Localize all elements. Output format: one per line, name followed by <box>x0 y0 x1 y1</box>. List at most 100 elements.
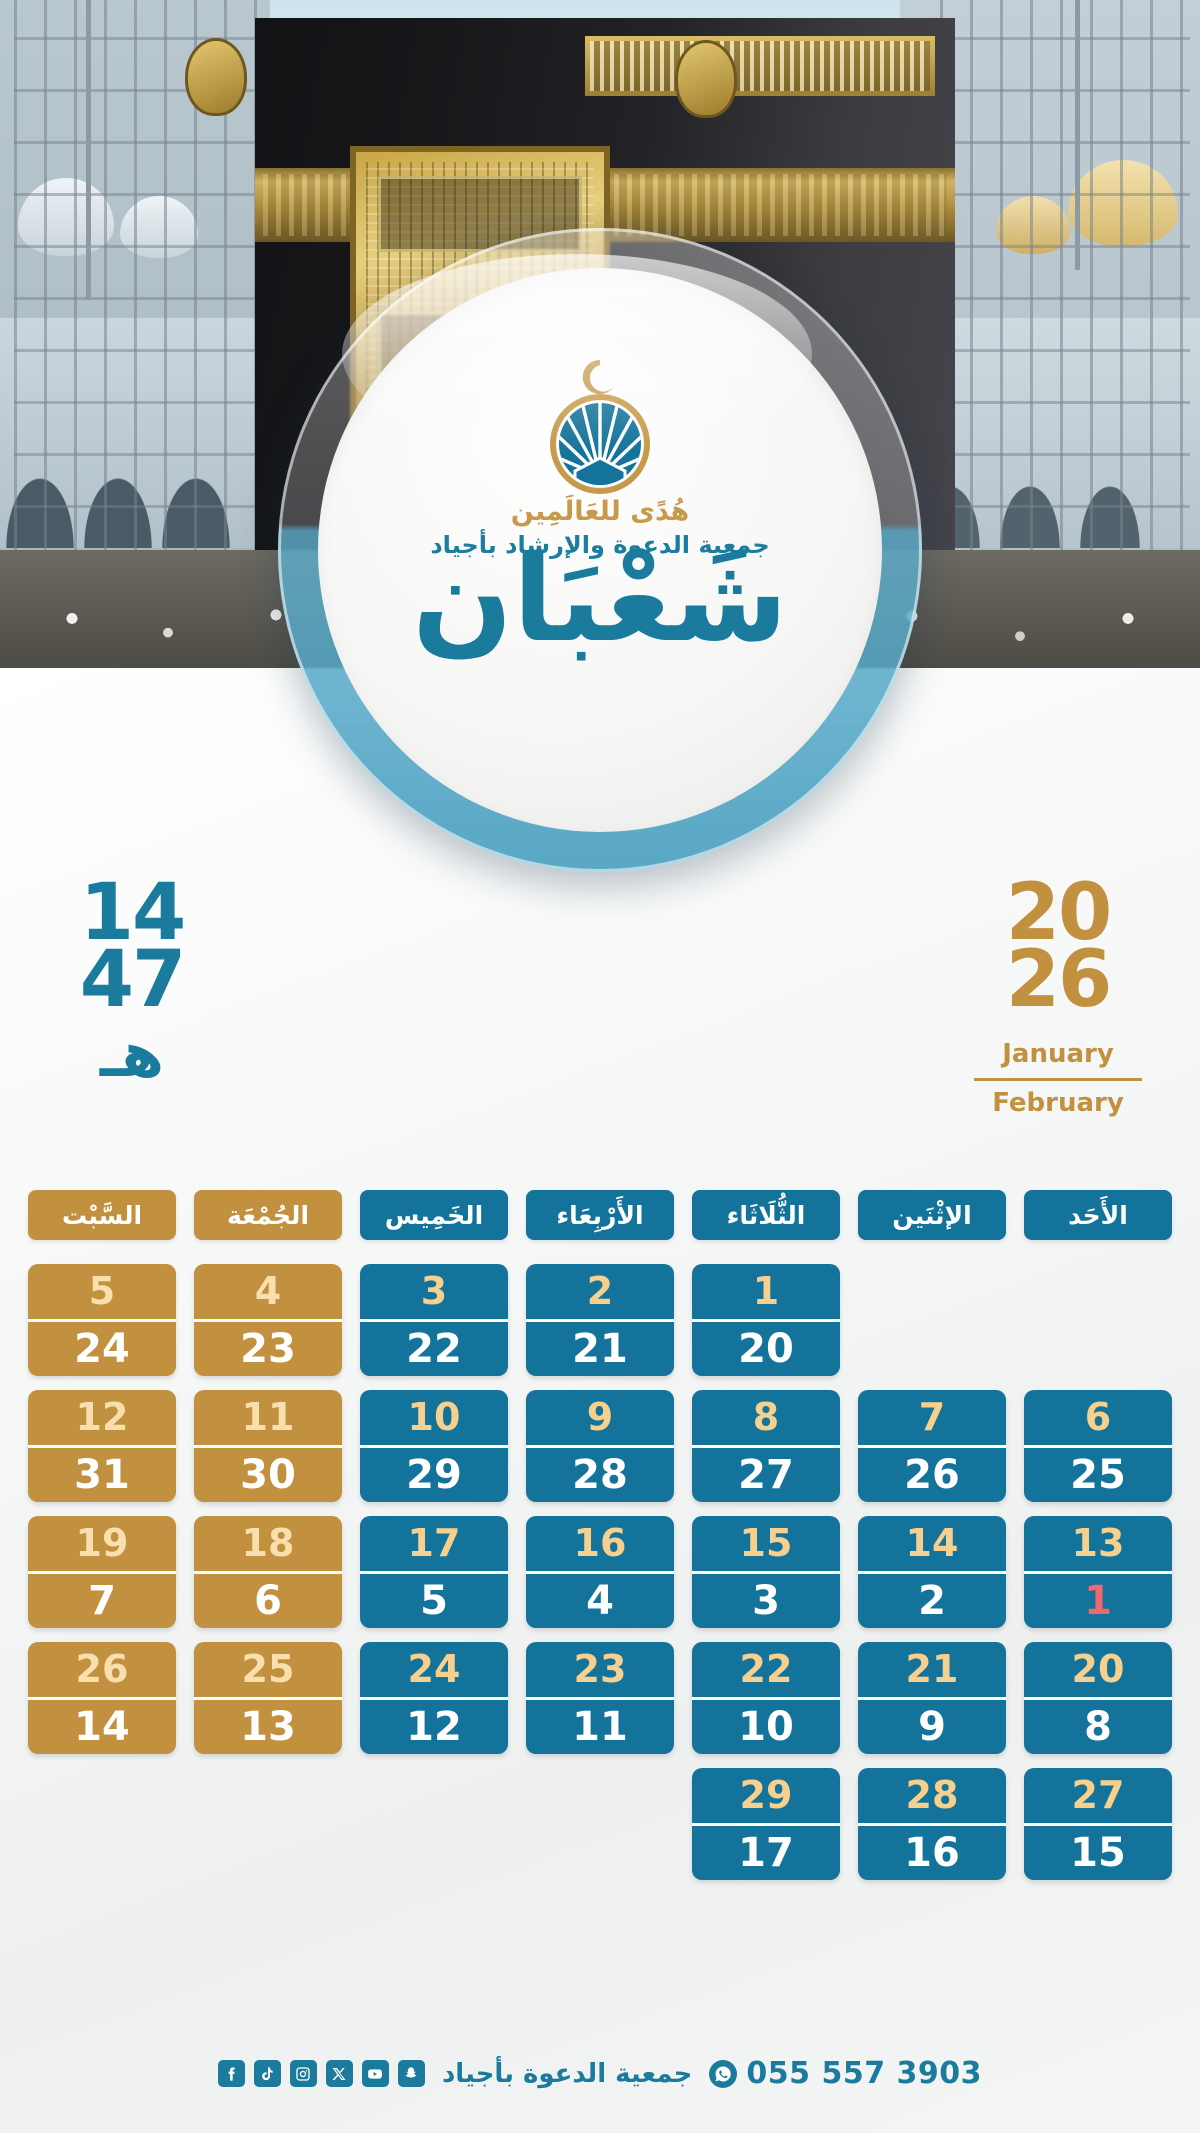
gregorian-day-number: 2 <box>918 1577 946 1624</box>
hijri-day-number: 5 <box>28 1264 176 1322</box>
calendar-cell-empty <box>28 1768 176 1880</box>
calendar-day-cell[interactable]: 8 27 <box>692 1390 840 1502</box>
calendar-day-cell[interactable]: 2 21 <box>526 1264 674 1376</box>
gregorian-day-number: 25 <box>1070 1451 1126 1498</box>
gregorian-day-number: 8 <box>1084 1703 1112 1750</box>
hijri-day-number: 3 <box>360 1264 508 1322</box>
whatsapp-icon[interactable] <box>709 2059 738 2088</box>
calendar-day-cell[interactable]: 13 1 <box>1024 1516 1172 1628</box>
calendar-day-cell[interactable]: 5 24 <box>28 1264 176 1376</box>
calendar-day-cell[interactable]: 27 15 <box>1024 1768 1172 1880</box>
gregorian-day-number: 11 <box>572 1703 628 1750</box>
weekday-header-1: الجُمْعَة <box>194 1190 342 1240</box>
hijri-day-number: 19 <box>28 1516 176 1574</box>
weekday-header-3: الأَرْبِعَاء <box>526 1190 674 1240</box>
gregorian-day-number: 30 <box>240 1451 296 1498</box>
calendar-day-cell[interactable]: 24 12 <box>360 1642 508 1754</box>
crane-left <box>86 0 91 300</box>
calendar-day-cell[interactable]: 17 5 <box>360 1516 508 1628</box>
calendar-day-cell[interactable]: 4 23 <box>194 1264 342 1376</box>
hijri-day-number: 18 <box>194 1516 342 1574</box>
calendar-week-row: 5 24 4 23 3 22 2 21 1 20 <box>28 1264 1172 1376</box>
calendar-day-cell[interactable]: 12 31 <box>28 1390 176 1502</box>
date-rows: 5 24 4 23 3 22 2 21 1 20 12 31 11 30 10 29 9 28 8 27 7 26 6 25 1… <box>28 1264 1172 1880</box>
hijri-day-number: 29 <box>692 1768 840 1826</box>
calendar-week-row: 12 31 11 30 10 29 9 28 8 27 7 26 6 25 <box>28 1390 1172 1502</box>
gregorian-day-number: 24 <box>74 1325 130 1372</box>
hijri-day-number: 12 <box>28 1390 176 1448</box>
facebook-icon[interactable] <box>217 2060 245 2087</box>
calendar-cell-empty <box>858 1264 1006 1376</box>
calendar-cell-empty <box>1024 1264 1172 1376</box>
gregorian-day-number: 26 <box>904 1451 960 1498</box>
calendar-day-cell[interactable]: 10 29 <box>360 1390 508 1502</box>
calendar-day-cell[interactable]: 1 20 <box>692 1264 840 1376</box>
hijri-month-name: شَعْبَان <box>412 530 788 668</box>
calendar-day-cell[interactable]: 26 14 <box>28 1642 176 1754</box>
snapchat-icon[interactable] <box>397 2060 425 2087</box>
gregorian-day-number: 21 <box>572 1325 628 1372</box>
glass-disc-inner: هُدًى للعَالَمِين جمعية الدعوة والإرشاد … <box>318 268 882 832</box>
calendar-day-cell[interactable]: 16 4 <box>526 1516 674 1628</box>
hijri-day-number: 7 <box>858 1390 1006 1448</box>
gregorian-month-second: February <box>992 1087 1124 1118</box>
kiswah-top-inscription <box>585 36 935 96</box>
hijri-day-number: 1 <box>692 1264 840 1322</box>
calendar-day-cell[interactable]: 21 9 <box>858 1642 1006 1754</box>
gregorian-day-number: 4 <box>586 1577 614 1624</box>
gregorian-day-number: 7 <box>88 1577 116 1624</box>
gregorian-day-number: 28 <box>572 1451 628 1498</box>
tiktok-icon[interactable] <box>253 2060 281 2087</box>
kiswah-medallion-1 <box>185 38 247 116</box>
calendar-day-cell[interactable]: 11 30 <box>194 1390 342 1502</box>
hijri-day-number: 9 <box>526 1390 674 1448</box>
instagram-icon[interactable] <box>289 2060 317 2087</box>
gregorian-day-number: 12 <box>406 1703 462 1750</box>
calendar-cell-empty <box>194 1768 342 1880</box>
month-divider-rule <box>974 1077 1142 1081</box>
calendar-day-cell[interactable]: 29 17 <box>692 1768 840 1880</box>
hijri-day-number: 25 <box>194 1642 342 1700</box>
hijri-day-number: 27 <box>1024 1768 1172 1826</box>
calendar-day-cell[interactable]: 3 22 <box>360 1264 508 1376</box>
calendar-cell-empty <box>526 1768 674 1880</box>
calendar-day-cell[interactable]: 19 7 <box>28 1516 176 1628</box>
hijri-day-number: 23 <box>526 1642 674 1700</box>
kiswah-medallion-2 <box>675 40 737 118</box>
hijri-day-number: 13 <box>1024 1516 1172 1574</box>
contact-phone-number[interactable]: 055 557 3903 <box>746 2056 983 2091</box>
hijri-day-number: 16 <box>526 1516 674 1574</box>
hijri-day-number: 22 <box>692 1642 840 1700</box>
youtube-icon[interactable] <box>361 2060 389 2087</box>
calendar-day-cell[interactable]: 20 8 <box>1024 1642 1172 1754</box>
scaffolding-right <box>940 0 1190 560</box>
calendar-day-cell[interactable]: 7 26 <box>858 1390 1006 1502</box>
calendar-day-cell[interactable]: 28 16 <box>858 1768 1006 1880</box>
gregorian-day-number: 27 <box>738 1451 794 1498</box>
calendar-day-cell[interactable]: 22 10 <box>692 1642 840 1754</box>
gregorian-month-span: January February <box>958 1036 1158 1122</box>
calendar-day-cell[interactable]: 14 2 <box>858 1516 1006 1628</box>
glass-disc: هُدًى للعَالَمِين جمعية الدعوة والإرشاد … <box>278 228 922 872</box>
hijri-day-number: 10 <box>360 1390 508 1448</box>
calendar-week-row: 26 14 25 13 24 12 23 11 22 10 21 9 20 8 <box>28 1642 1172 1754</box>
gregorian-day-number: 6 <box>254 1577 282 1624</box>
x-twitter-icon[interactable] <box>325 2060 353 2087</box>
calendar-day-cell[interactable]: 18 6 <box>194 1516 342 1628</box>
calendar-grid: السَّبْت الجُمْعَة الخَمِيس الأَرْبِعَاء الث… <box>28 1190 1172 1894</box>
gregorian-day-number: 29 <box>406 1451 462 1498</box>
weekday-header-4: الثُّلَاثَاء <box>692 1190 840 1240</box>
gregorian-day-number: 20 <box>738 1325 794 1372</box>
gregorian-year: 20 26 January February <box>958 874 1158 1123</box>
calendar-day-cell[interactable]: 6 25 <box>1024 1390 1172 1502</box>
hijri-day-number: 4 <box>194 1264 342 1322</box>
calendar-day-cell[interactable]: 23 11 <box>526 1642 674 1754</box>
calendar-week-row: 29 17 28 16 27 15 <box>28 1768 1172 1880</box>
calendar-week-row: 19 7 18 6 17 5 16 4 15 3 14 2 13 1 <box>28 1516 1172 1628</box>
calendar-day-cell[interactable]: 25 13 <box>194 1642 342 1754</box>
calendar-day-cell[interactable]: 15 3 <box>692 1516 840 1628</box>
gregorian-day-number: 9 <box>918 1703 946 1750</box>
hijri-year-bottom: 47 <box>79 935 187 1026</box>
weekday-header-2: الخَمِيس <box>360 1190 508 1240</box>
calendar-day-cell[interactable]: 9 28 <box>526 1390 674 1502</box>
